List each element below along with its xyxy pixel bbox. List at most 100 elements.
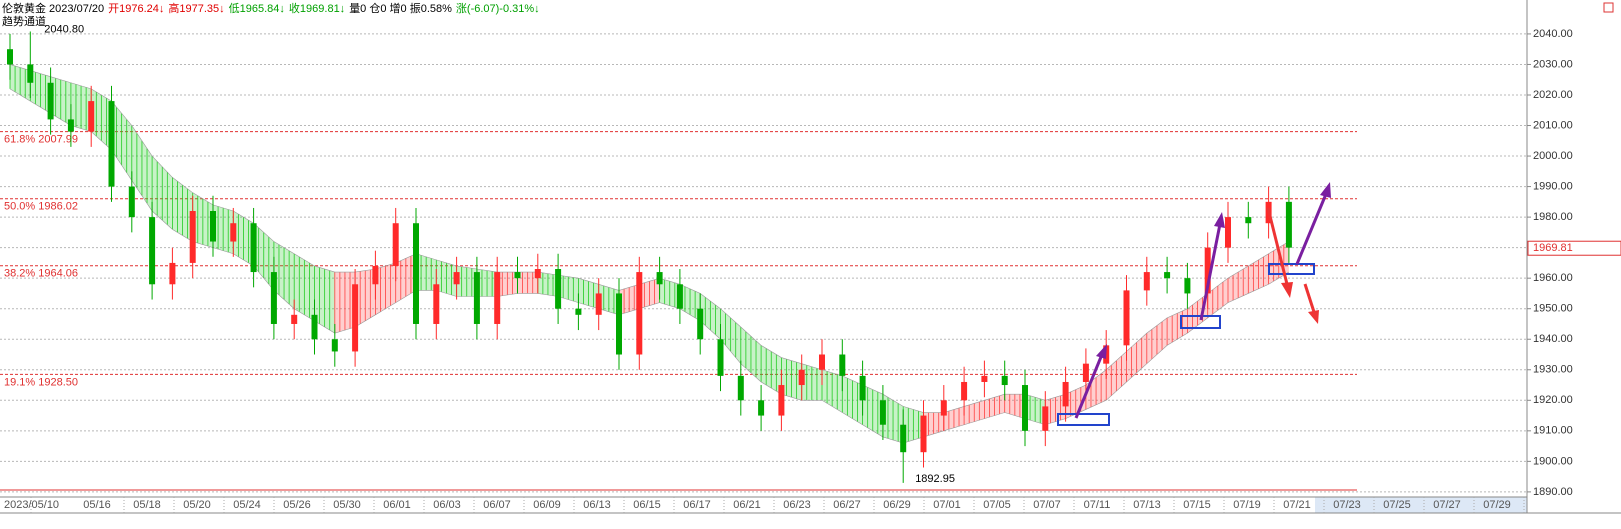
x-tick-label: 05/30 [333, 499, 361, 511]
x-tick-label: 06/15 [633, 499, 661, 511]
x-tick-label: 05/24 [233, 499, 261, 511]
candle-body [270, 272, 277, 324]
arrow [1266, 207, 1289, 285]
window-icon[interactable] [1603, 2, 1614, 13]
candle-body [1225, 217, 1231, 248]
candle-body [798, 369, 805, 386]
candle-body [514, 272, 521, 279]
candle-body [433, 284, 440, 324]
arrow [1295, 193, 1328, 265]
x-tick-label: 05/26 [283, 499, 311, 511]
candle-body [819, 354, 825, 370]
candle-body [210, 211, 216, 242]
candle-body [636, 272, 643, 355]
candle-body [149, 217, 156, 285]
header-item: 涨(-6.07)-0.31%↓ [456, 2, 540, 15]
x-tick-label: 07/23 [1333, 499, 1361, 511]
x-tick-label: 07/15 [1183, 499, 1211, 511]
candle-body [352, 284, 359, 352]
x-tick-label: 06/21 [733, 499, 761, 511]
box [1268, 263, 1315, 275]
candle-body [47, 82, 54, 120]
x-tick-label: 06/23 [783, 499, 811, 511]
y-tick-label: 2000.00 [1533, 150, 1573, 162]
x-tick-label: 07/01 [933, 499, 961, 511]
candle-body [88, 101, 95, 132]
x-tick-label: 07/07 [1033, 499, 1061, 511]
candle-body [778, 385, 785, 416]
candle-body [737, 375, 744, 401]
candle-body [616, 293, 622, 355]
candle-body [758, 400, 765, 416]
y-tick-label: 2010.00 [1533, 119, 1573, 131]
candle-body [676, 284, 683, 309]
header-item: 量0 仓0 增0 振0.58% [349, 1, 452, 15]
y-tick-label: 1900.00 [1533, 455, 1573, 467]
y-tick-label: 2040.00 [1533, 28, 1573, 40]
y-tick-label: 1920.00 [1533, 394, 1573, 406]
candle-body [940, 400, 947, 416]
header-item: 高1977.35↓ [168, 1, 224, 15]
fib-label: 61.8% 2007.99 [4, 134, 78, 146]
x-tick-label: 07/27 [1433, 499, 1461, 511]
last-price-label: 1969.81 [1533, 242, 1573, 254]
candle-body [1184, 278, 1191, 294]
x-tick-label: 07/21 [1283, 499, 1311, 511]
candle-body [1143, 272, 1150, 291]
candle-body [27, 64, 34, 83]
candle-body [67, 119, 74, 132]
candle-body [291, 314, 298, 324]
candle-body [595, 293, 602, 315]
candle-body [453, 272, 460, 285]
candle-body [413, 223, 419, 324]
candle-body [697, 308, 704, 340]
x-tick-label: 06/17 [683, 499, 711, 511]
candle-body [859, 375, 866, 401]
header-item: 低1965.84↓ [229, 2, 285, 15]
x-tick-label: 2023/05/10 [4, 499, 59, 511]
candle-body [534, 269, 541, 279]
candle-body [169, 262, 176, 285]
last-price-box [1527, 240, 1621, 256]
low-label: 1892.95 [915, 473, 955, 485]
arrow-head [1281, 282, 1293, 298]
candle-body [1285, 201, 1292, 248]
fib-label: 50.0% 1986.02 [4, 201, 78, 213]
candle-body [189, 211, 196, 263]
x-tick-label: 05/20 [183, 499, 211, 511]
candle-body [311, 314, 318, 340]
candle-body [879, 400, 886, 425]
candle-body [1022, 385, 1028, 431]
candle-body [128, 186, 135, 218]
x-tick-label: 07/11 [1084, 499, 1111, 511]
candle-body [961, 381, 968, 401]
x-tick-label: 06/13 [583, 499, 611, 511]
y-tick-label: 1960.00 [1533, 272, 1573, 284]
fib-label: 38.2% 1964.06 [4, 268, 78, 280]
arrow [1199, 223, 1222, 321]
high-label: 2040.80 [44, 23, 84, 35]
annotations [1057, 182, 1331, 426]
candle-body [473, 272, 480, 324]
x-tick-label: 05/18 [133, 499, 161, 511]
box [1057, 413, 1110, 426]
candle-body [981, 375, 988, 382]
channel-upper [9, 64, 1290, 413]
y-tick-label: 1890.00 [1533, 486, 1573, 498]
candle-body [920, 415, 927, 453]
candle-body [392, 223, 399, 266]
x-tick-label: 07/05 [983, 499, 1011, 511]
candle-body [7, 49, 13, 65]
header-item: 开1976.24↓ [108, 3, 164, 15]
y-tick-label: 2020.00 [1533, 89, 1573, 101]
header: 伦敦黄金 2023/07/20 开1976.24↓ 高1977.35↓ 低1965.8… [2, 1, 540, 15]
x-tick-label: 06/09 [533, 499, 561, 511]
candle-body [1001, 375, 1008, 386]
candle-body [1042, 406, 1049, 431]
x-tick-label: 06/01 [383, 499, 411, 511]
x-tick-label: 07/25 [1383, 499, 1411, 511]
arrow-head [1214, 212, 1225, 228]
arrow-head [1320, 182, 1331, 198]
indicator-name: 趋势通道 [2, 14, 46, 28]
